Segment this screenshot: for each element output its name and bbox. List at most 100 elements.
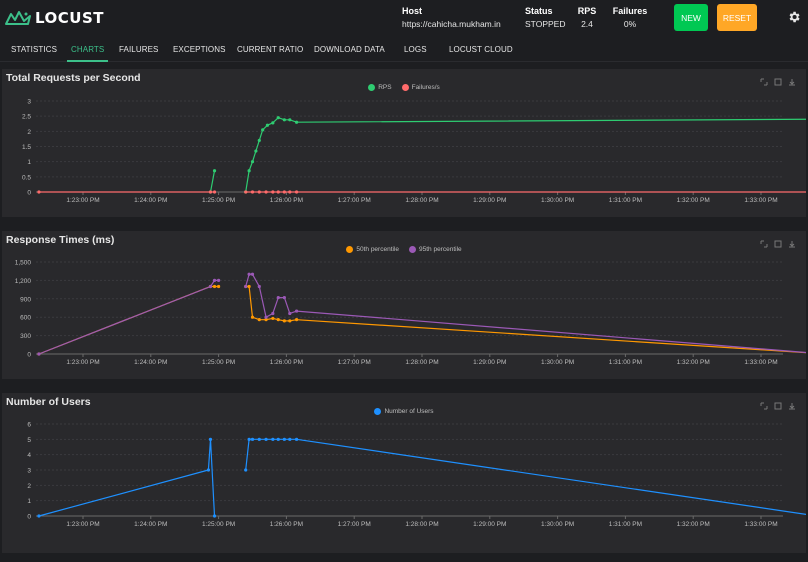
legend-dot bbox=[374, 408, 382, 415]
data-point bbox=[250, 160, 255, 164]
y-tick-label: 0 bbox=[27, 514, 31, 521]
data-point bbox=[244, 284, 248, 289]
data-point bbox=[282, 190, 286, 194]
legend-item-users[interactable]: Number of Users bbox=[374, 408, 434, 415]
data-point bbox=[247, 437, 251, 441]
legend-dot bbox=[368, 84, 376, 91]
data-point bbox=[254, 149, 258, 153]
legend-item-p50[interactable]: 50th percentile bbox=[346, 246, 399, 253]
data-point bbox=[244, 190, 248, 194]
rps-stat: RPS 2.4 bbox=[576, 5, 598, 31]
series-line bbox=[38, 279, 219, 355]
tab-charts[interactable]: CHARTS bbox=[66, 36, 109, 62]
reset-button[interactable]: RESET bbox=[717, 4, 757, 31]
y-tick-label: 0.5 bbox=[22, 174, 31, 181]
zoom-icon[interactable] bbox=[760, 235, 768, 248]
restore-icon[interactable] bbox=[774, 73, 782, 86]
x-tick-label: 1:28:00 PM bbox=[405, 359, 438, 366]
gear-icon[interactable] bbox=[787, 10, 801, 24]
data-point bbox=[212, 190, 217, 194]
data-point bbox=[271, 121, 275, 125]
chart-panel-response-times: 0 300 600 900 1,200 1,500 1:23:00 PM 1:24:00 PM… bbox=[2, 231, 806, 379]
tab-exceptions[interactable]: EXCEPTIONS bbox=[173, 44, 226, 54]
chart-panel-rps: 0 0.5 1 1.5 2 2.5 3 1:23:00 PM 1:24:00 PM 1:25:00… bbox=[2, 69, 806, 217]
y-tick-label: 3 bbox=[27, 468, 31, 475]
data-point bbox=[250, 190, 255, 194]
y-tick-label: 1 bbox=[27, 159, 31, 166]
data-point bbox=[261, 128, 265, 132]
rps-chart: 0 0.5 1 1.5 2 2.5 3 1:23:00 PM 1:24:00 PM 1:25:00… bbox=[22, 99, 806, 204]
rps-value: 2.4 bbox=[581, 19, 593, 29]
y-tick-label: 5 bbox=[27, 437, 31, 444]
tab-current-ratio[interactable]: CURRENT RATIO bbox=[237, 44, 304, 54]
data-point bbox=[212, 284, 217, 289]
new-button[interactable]: NEW bbox=[674, 4, 708, 31]
tab-statistics[interactable]: STATISTICS bbox=[11, 44, 58, 54]
data-point bbox=[264, 437, 268, 441]
legend-label: 50th percentile bbox=[356, 246, 399, 253]
data-point bbox=[208, 190, 213, 194]
legend-item-rps[interactable]: RPS bbox=[368, 84, 392, 91]
status-label: Status bbox=[525, 6, 553, 16]
legend-item-failures[interactable]: Failures/s bbox=[401, 84, 440, 91]
y-tick-label: 900 bbox=[20, 296, 31, 303]
restore-icon[interactable] bbox=[774, 397, 782, 410]
data-point bbox=[276, 437, 280, 441]
legend-label: RPS bbox=[378, 84, 392, 91]
status-stat: Status STOPPED bbox=[525, 5, 565, 31]
x-tick-label: 1:26:00 PM bbox=[270, 359, 303, 366]
zoom-icon[interactable] bbox=[760, 73, 768, 86]
download-icon[interactable] bbox=[788, 397, 796, 410]
data-point bbox=[247, 169, 251, 173]
tab-failures[interactable]: FAILURES bbox=[119, 44, 159, 54]
restore-icon[interactable] bbox=[774, 235, 782, 248]
legend-item-p95[interactable]: 95th percentile bbox=[409, 246, 462, 253]
download-icon[interactable] bbox=[788, 235, 796, 248]
tab-download-data[interactable]: DOWNLOAD DATA bbox=[314, 44, 385, 54]
chart-legend: 50th percentile 95th percentile bbox=[2, 246, 806, 253]
x-tick-label: 1:23:00 PM bbox=[66, 359, 99, 366]
x-tick-label: 1:25:00 PM bbox=[202, 359, 235, 366]
x-tick-label: 1:26:00 PM bbox=[270, 521, 303, 528]
x-tick-label: 1:27:00 PM bbox=[338, 197, 371, 204]
data-point bbox=[288, 118, 292, 122]
series-line bbox=[245, 285, 806, 354]
data-point bbox=[206, 468, 211, 472]
y-tick-label: 600 bbox=[20, 315, 31, 322]
x-tick-label: 1:26:00 PM bbox=[270, 197, 303, 204]
data-point bbox=[37, 514, 41, 518]
data-point bbox=[282, 295, 286, 300]
data-point bbox=[217, 284, 221, 289]
x-tick-label: 1:25:00 PM bbox=[202, 197, 235, 204]
host-value: https://cahicha.mukham.in bbox=[402, 19, 501, 29]
legend-label: 95th percentile bbox=[419, 246, 462, 253]
x-tick-label: 1:24:00 PM bbox=[134, 521, 167, 528]
legend-dot bbox=[346, 246, 354, 253]
zoom-icon[interactable] bbox=[760, 397, 768, 410]
users-chart: 0 1 2 3 4 5 6 1:23:00 PM 1:24:00 PM 1:25:00 PM 1:2… bbox=[27, 422, 806, 528]
y-tick-label: 2 bbox=[27, 129, 31, 136]
download-icon[interactable] bbox=[788, 73, 796, 86]
y-tick-label: 3 bbox=[27, 99, 31, 106]
data-point bbox=[247, 284, 251, 289]
data-point bbox=[257, 190, 261, 194]
data-point bbox=[276, 295, 280, 300]
data-point bbox=[294, 190, 299, 194]
legend-dot bbox=[401, 84, 409, 91]
data-point bbox=[288, 319, 292, 323]
legend-dot bbox=[409, 246, 416, 253]
x-tick-label: 1:28:00 PM bbox=[405, 197, 438, 204]
logo-text: LOCUST bbox=[35, 9, 104, 27]
y-tick-label: 1,500 bbox=[15, 260, 32, 267]
locust-logo[interactable]: LOCUST bbox=[4, 8, 104, 28]
x-tick-label: 1:27:00 PM bbox=[338, 521, 371, 528]
chart-legend: RPS Failures/s bbox=[2, 84, 806, 91]
chart-panel-users: 0 1 2 3 4 5 6 1:23:00 PM 1:24:00 PM 1:25:00 PM 1:2… bbox=[2, 393, 806, 553]
x-tick-label: 1:24:00 PM bbox=[134, 359, 167, 366]
tab-locust-cloud[interactable]: LOCUST CLOUD bbox=[449, 44, 513, 54]
y-tick-label: 1.5 bbox=[22, 144, 31, 151]
series-line bbox=[245, 438, 806, 515]
x-tick-label: 1:32:00 PM bbox=[677, 359, 710, 366]
tab-logs[interactable]: LOGS bbox=[404, 44, 427, 54]
data-point bbox=[264, 315, 268, 319]
